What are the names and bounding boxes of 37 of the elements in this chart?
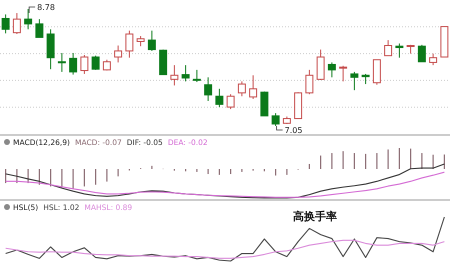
candlestick [58,52,66,72]
candlestick [215,88,224,108]
candlestick [328,62,336,78]
annotation: 8.78 [37,3,55,12]
candlestick [395,42,404,58]
candlestick [350,71,358,91]
candlestick [125,30,134,58]
candlestick [46,28,55,70]
candlestick [238,80,246,97]
candlestick [114,45,122,63]
candlestick [316,49,325,81]
candlestick [69,52,78,76]
candlestick [418,44,426,62]
candlestick [204,76,212,102]
annotation: 7.05 [284,126,302,135]
candlestick [92,55,100,70]
candlestick [305,69,314,95]
candlestick [226,94,235,110]
candlestick [260,91,268,116]
candlestick [192,69,201,83]
candlestick [384,40,392,56]
candlestick [12,12,21,35]
candlestick [372,59,381,86]
candlestick [339,65,348,82]
candlestick [182,64,190,82]
candlestick [429,53,438,66]
candlestick [170,64,178,86]
candlestick [80,54,88,74]
candlestick [24,8,32,30]
annotation: 高换手率 [293,210,337,223]
candlestick [2,14,10,34]
candlestick [272,112,280,126]
candlestick [136,36,145,47]
candlestick [35,18,44,38]
candlestick [362,73,370,85]
candlestick [249,74,258,100]
candlestick [148,30,156,52]
